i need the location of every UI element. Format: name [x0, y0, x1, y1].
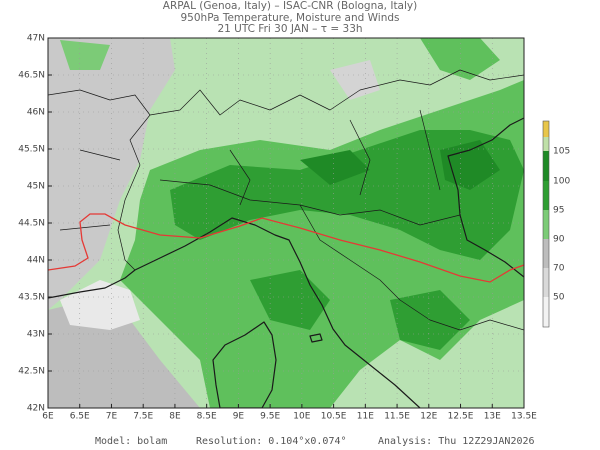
lon-label: 6E	[42, 412, 54, 422]
footer-resolution: Resolution: 0.104°x0.074°	[196, 436, 347, 447]
lat-label: 42N	[27, 404, 45, 414]
lon-label: 9.5E	[260, 412, 280, 422]
lat-label: 43N	[27, 330, 45, 340]
coastline	[447, 117, 524, 278]
island	[212, 321, 277, 408]
footer-model: Model: bolam	[95, 436, 167, 447]
lon-label: 11E	[357, 412, 374, 422]
lat-label: 46.5N	[18, 71, 45, 81]
lon-label: 7E	[106, 412, 118, 422]
header-line: 950hPa Temperature, Moisture and Winds	[181, 12, 400, 24]
coastline	[48, 217, 421, 408]
colorbar-label: 95	[553, 206, 564, 216]
header-line: ARPAL (Genoa, Italy) – ISAC-CNR (Bologna…	[163, 0, 417, 12]
colorbar-label: 70	[553, 264, 565, 274]
lon-label: 8E	[169, 412, 181, 422]
border	[229, 109, 441, 206]
lon-label: 6.5E	[70, 412, 90, 422]
island	[309, 333, 323, 343]
lon-label: 12.5E	[448, 412, 474, 422]
border	[59, 149, 121, 231]
lon-label: 13.5E	[511, 412, 537, 422]
colorbar-label: 90	[553, 235, 565, 245]
border	[159, 179, 461, 226]
colorbar: 105 100 95 90 70 50	[542, 120, 570, 328]
lat-label: 47N	[27, 34, 45, 44]
lat-label: 44N	[27, 256, 45, 266]
lon-labels: 6E 6.5E 7E 7.5E 8E 8.5E 9E 9.5E 10E 10.5E 11E 11.5E…	[42, 404, 537, 422]
lon-label: 12E	[420, 412, 437, 422]
isotherm-line	[48, 213, 524, 283]
map-field	[48, 38, 524, 408]
lat-label: 44.5N	[18, 219, 45, 229]
lon-label: 10.5E	[321, 412, 347, 422]
lat-label: 42.5N	[18, 367, 45, 377]
lon-label: 13E	[484, 412, 501, 422]
border	[299, 204, 524, 331]
header-line: 21 UTC Fri 30 JAN – τ = 33h	[217, 23, 362, 35]
lat-label: 45N	[27, 182, 45, 192]
lon-label: 10E	[293, 412, 310, 422]
footer-analysis: Analysis: Thu 12Z29JAN2026	[378, 436, 535, 447]
lat-label: 46N	[27, 108, 45, 118]
lon-label: 8.5E	[197, 412, 217, 422]
lat-label: 43.5N	[18, 293, 45, 303]
border	[149, 69, 524, 116]
lat-label: 45.5N	[18, 145, 45, 155]
lon-label: 7.5E	[133, 412, 153, 422]
colorbar-label: 50	[553, 293, 565, 303]
colorbar-label: 100	[553, 177, 570, 187]
lon-label: 11.5E	[384, 412, 410, 422]
border	[48, 89, 151, 271]
colorbar-label: 105	[553, 147, 570, 157]
lat-labels: 47N 46.5N 46N 45.5N 45N 44.5N 44N 43.5N 43N 42.5N…	[18, 34, 52, 414]
lon-label: 9E	[233, 412, 245, 422]
